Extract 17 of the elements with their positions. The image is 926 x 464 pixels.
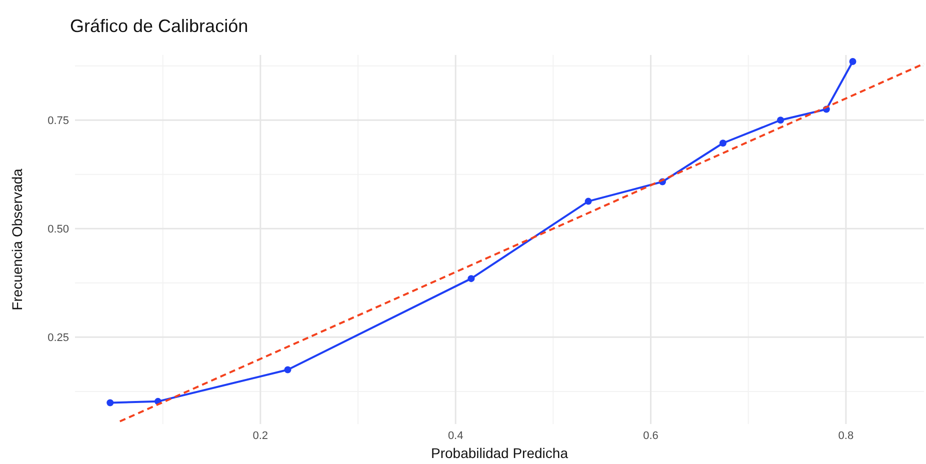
point [106,399,114,406]
point [468,275,475,282]
point [284,366,292,374]
x-tick-label: 0.2 [252,430,268,442]
x-tick-label: 0.8 [838,430,854,442]
y-tick-label: 0.25 [48,332,69,344]
chart-title: Gráfico de Calibración [70,16,248,36]
x-axis-title: Probabilidad Predicha [431,445,568,461]
y-tick-label: 0.75 [48,114,69,127]
point [719,140,726,147]
point [584,198,592,205]
x-tick-label: 0.6 [643,430,658,442]
point [777,116,784,124]
y-tick-label: 0.50 [48,223,69,236]
point [849,58,856,66]
y-axis-title: Frecuencia Observada [9,168,25,310]
x-tick-label: 0.4 [448,430,464,442]
